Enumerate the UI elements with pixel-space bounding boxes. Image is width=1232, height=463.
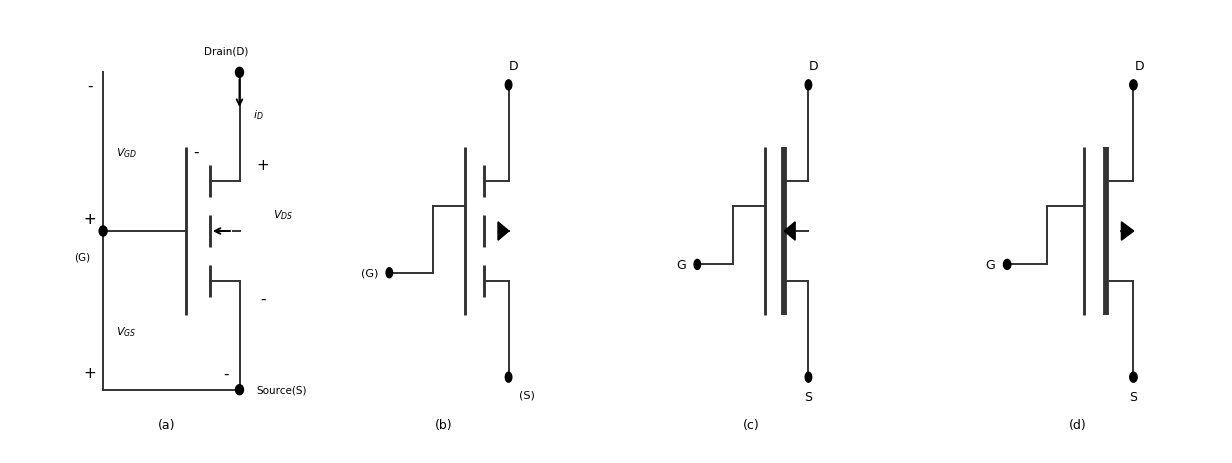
- Text: D: D: [509, 60, 519, 73]
- Text: (S): (S): [520, 390, 535, 400]
- Text: D: D: [1135, 60, 1145, 73]
- Text: +: +: [84, 212, 96, 226]
- Text: -: -: [223, 366, 229, 381]
- Text: Source(S): Source(S): [256, 385, 307, 395]
- Polygon shape: [785, 222, 795, 241]
- Text: Drain(D): Drain(D): [205, 46, 249, 56]
- Text: $V_{GS}$: $V_{GS}$: [117, 325, 137, 338]
- Text: +: +: [84, 366, 96, 381]
- Circle shape: [1003, 260, 1010, 270]
- Text: (a): (a): [158, 419, 175, 432]
- Text: D: D: [809, 60, 819, 73]
- Text: (b): (b): [435, 419, 452, 432]
- Circle shape: [806, 81, 812, 91]
- Text: -: -: [260, 291, 266, 306]
- Text: S: S: [1130, 390, 1137, 403]
- Text: $V_{GD}$: $V_{GD}$: [117, 145, 138, 159]
- Text: G: G: [986, 258, 995, 271]
- Circle shape: [505, 81, 511, 91]
- Text: $V_{DS}$: $V_{DS}$: [272, 208, 293, 222]
- Text: -: -: [87, 78, 92, 93]
- Text: (d): (d): [1069, 419, 1087, 432]
- Text: G: G: [676, 258, 686, 271]
- Text: $i_D$: $i_D$: [253, 108, 264, 122]
- Circle shape: [386, 268, 393, 278]
- Text: +: +: [84, 212, 96, 226]
- Circle shape: [806, 372, 812, 382]
- Text: -: -: [193, 145, 200, 160]
- Polygon shape: [1121, 222, 1133, 241]
- Polygon shape: [498, 222, 509, 241]
- Circle shape: [694, 260, 701, 270]
- Circle shape: [505, 372, 511, 382]
- Text: (G): (G): [74, 251, 90, 262]
- Text: +: +: [256, 157, 269, 172]
- Text: S: S: [804, 390, 812, 403]
- Circle shape: [1130, 81, 1137, 91]
- Circle shape: [235, 68, 244, 78]
- Circle shape: [1130, 372, 1137, 382]
- Circle shape: [235, 385, 244, 395]
- Text: (c): (c): [743, 419, 760, 432]
- Circle shape: [99, 226, 107, 237]
- Text: (G): (G): [361, 268, 378, 278]
